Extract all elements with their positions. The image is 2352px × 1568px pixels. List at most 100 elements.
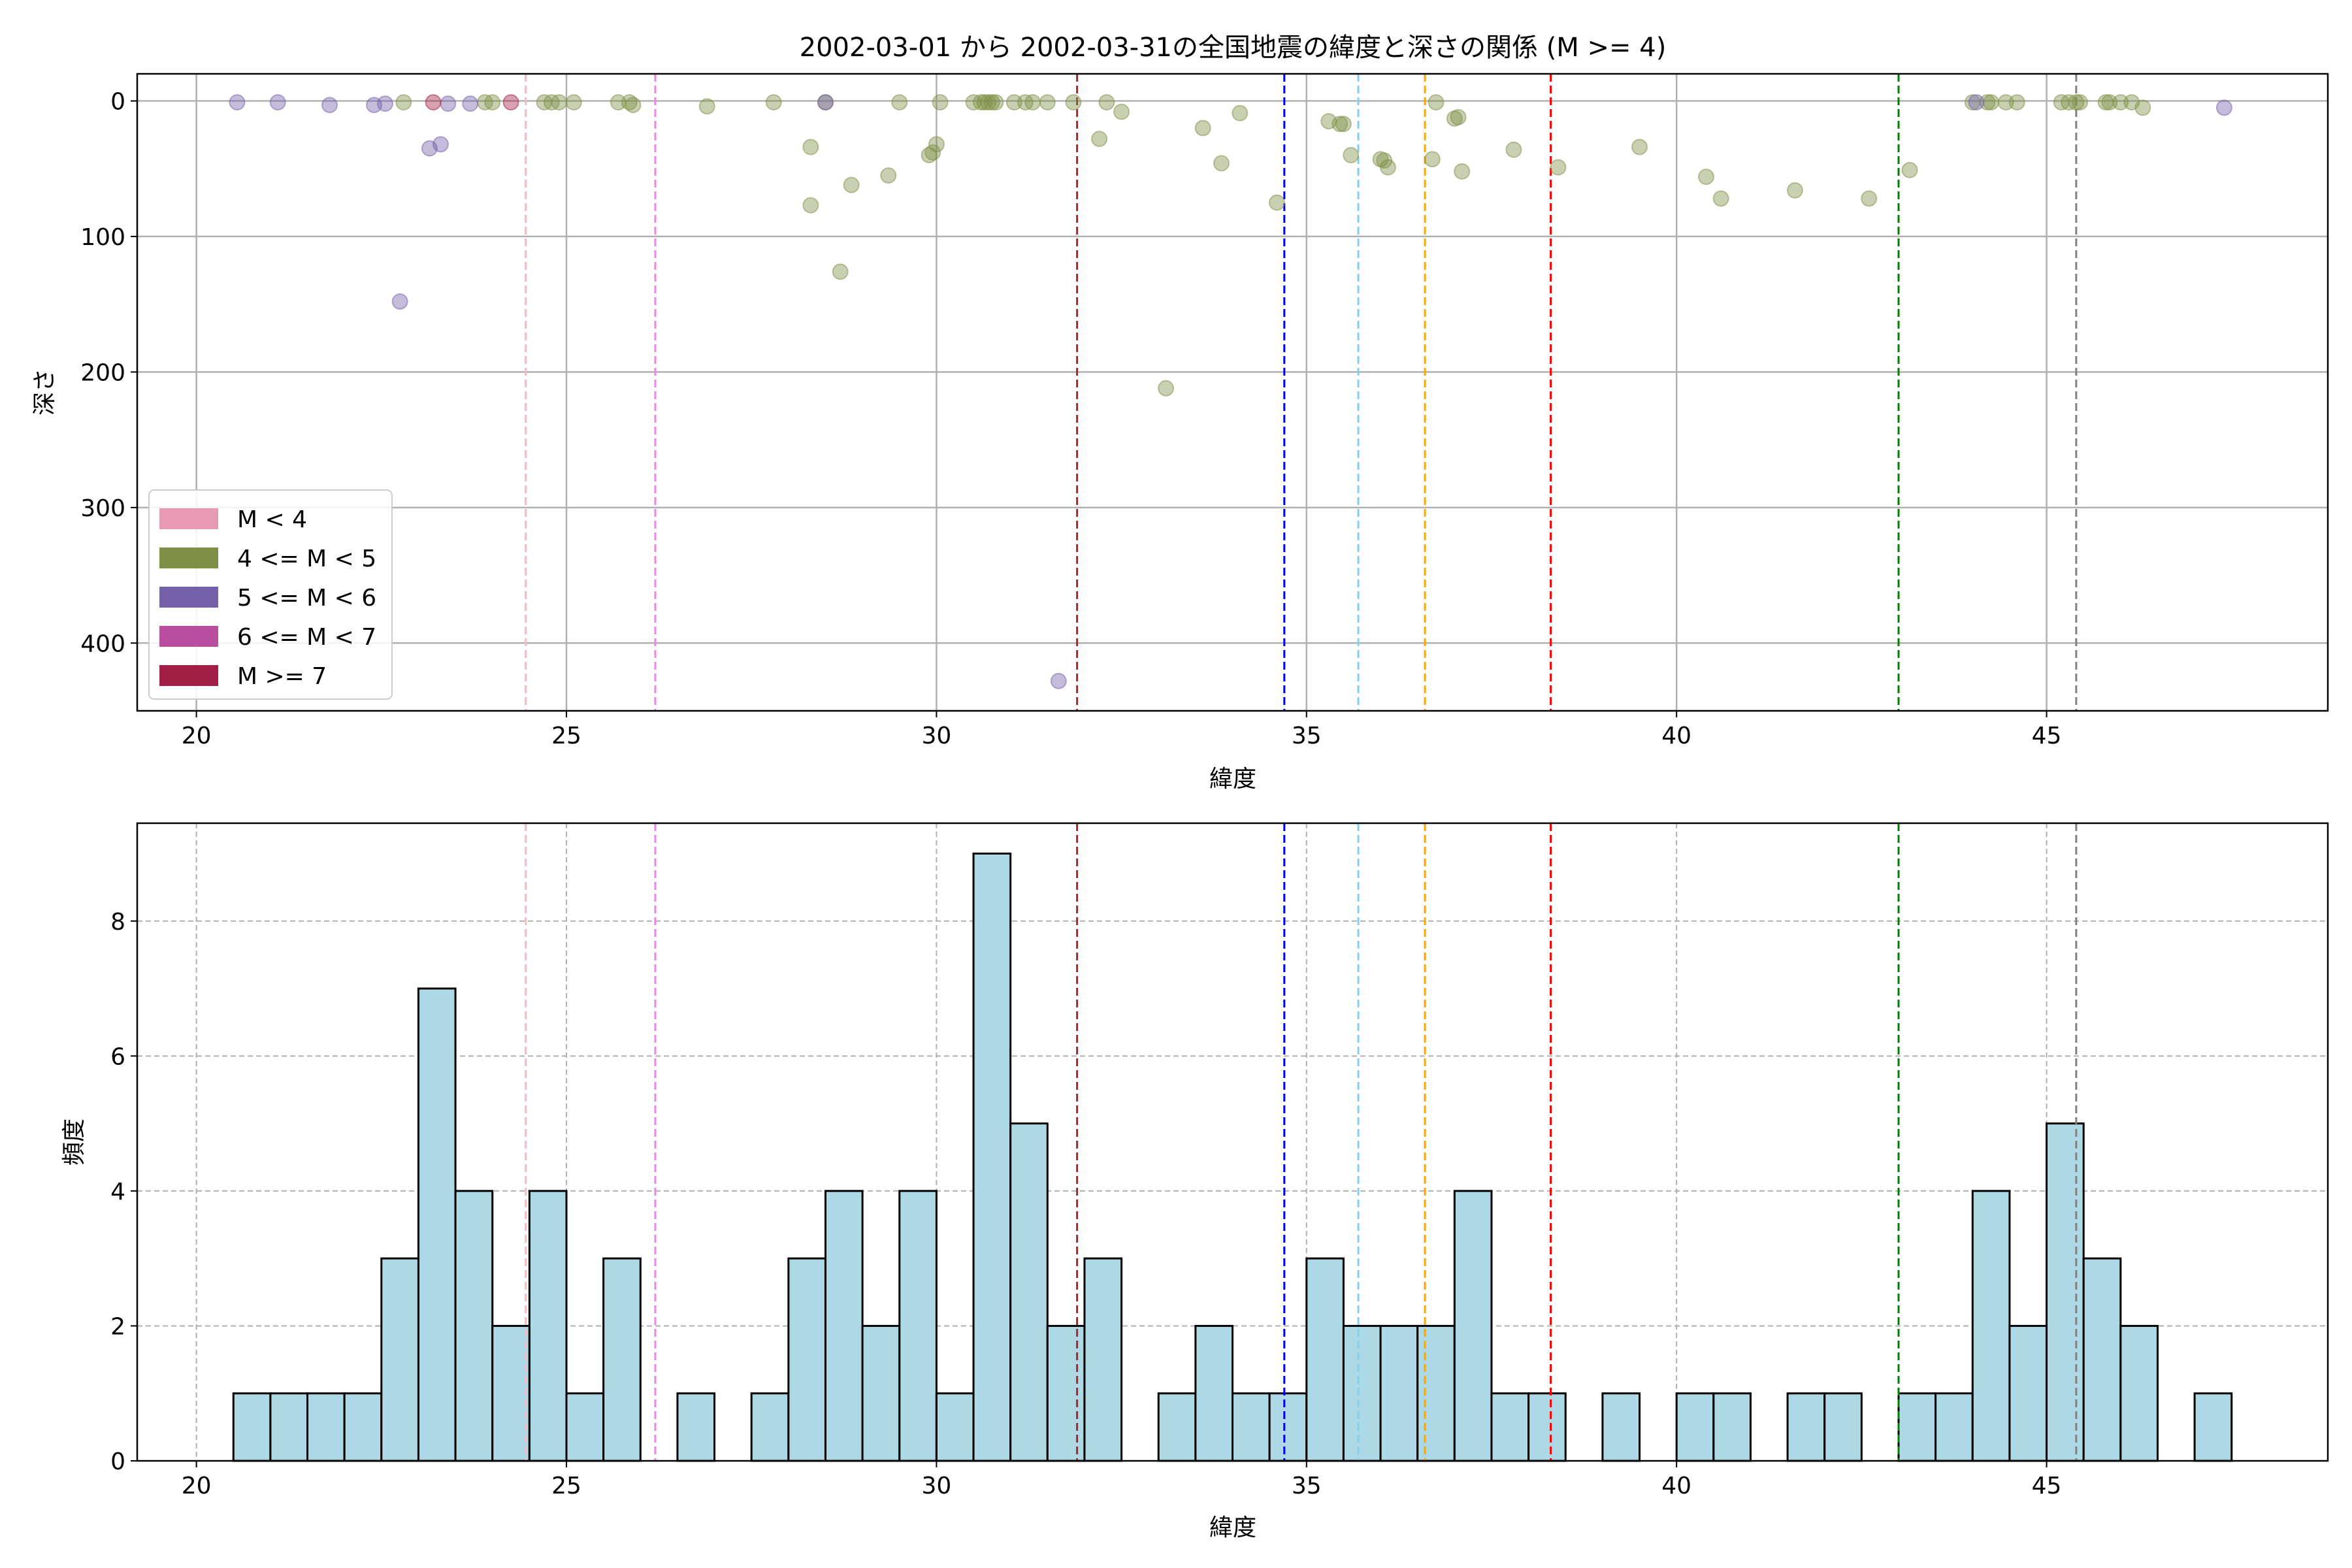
legend-label: 4 <= M < 5 — [237, 546, 376, 572]
scatter-point — [2101, 94, 2118, 111]
histogram-bar — [1935, 1392, 1974, 1462]
histogram-bar — [1897, 1392, 1937, 1462]
histogram-x-axis-label: 緯度 — [1209, 1514, 1256, 1541]
scatter-point — [1331, 116, 1348, 133]
scatter-point — [1697, 169, 1714, 186]
scatter-point — [698, 98, 715, 115]
histogram-bar — [824, 1190, 864, 1462]
histogram-y-tick-label: 0 — [110, 1448, 125, 1475]
histogram-x-ticks: 20 25 30 35 40 45 — [182, 1461, 2062, 1499]
histogram-bar — [935, 1392, 975, 1462]
chart-title: 2002-03-01 から 2002-03-31の全国地震の緯度と深さの関係 (… — [800, 33, 1667, 63]
scatter-y-tick-label: 300 — [80, 495, 125, 522]
scatter-point — [565, 94, 582, 111]
legend-label: 6 <= M < 7 — [237, 624, 376, 651]
histogram-x-tick-label: 45 — [2032, 1473, 2062, 1499]
scatter-point — [1450, 108, 1467, 125]
legend-swatch — [159, 587, 218, 608]
scatter-x-axis-label: 緯度 — [1209, 766, 1256, 792]
histogram-plot-frame — [136, 822, 2329, 1462]
scatter-point — [1505, 141, 1522, 158]
scatter-point — [891, 94, 908, 111]
scatter-plot-frame — [136, 73, 2329, 712]
scatter-point — [1213, 155, 1230, 172]
scatter-point — [924, 144, 941, 161]
histogram-bar — [2046, 1122, 2085, 1462]
histogram-bar — [1083, 1257, 1123, 1462]
histogram-bar — [306, 1392, 346, 1462]
scatter-point — [765, 94, 782, 111]
scatter-point — [832, 263, 849, 280]
legend-swatch — [159, 626, 218, 647]
scatter-y-tick-label: 200 — [80, 359, 125, 386]
scatter-point — [2068, 94, 2085, 111]
histogram-bar — [1971, 1190, 2011, 1462]
histogram-bar — [1194, 1324, 1233, 1462]
histogram-bar — [269, 1392, 309, 1462]
histogram-bar — [1342, 1324, 1382, 1462]
histogram-x-tick-label: 20 — [182, 1473, 212, 1499]
scatter-point — [484, 94, 501, 111]
histogram-bar — [1268, 1392, 1308, 1462]
scatter-x-tick-label: 45 — [2032, 723, 2062, 749]
histogram-bar — [1157, 1392, 1197, 1462]
histogram-bar — [1527, 1392, 1567, 1462]
scatter-point — [1050, 672, 1067, 689]
histogram-bar — [602, 1257, 642, 1462]
scatter-point — [1424, 151, 1441, 168]
histogram-bar — [1453, 1190, 1493, 1462]
histogram-x-tick-label: 30 — [921, 1473, 951, 1499]
scatter-point — [376, 95, 393, 112]
scatter-point — [983, 94, 1000, 111]
scatter-point — [2134, 99, 2151, 116]
histogram-reference-lines — [525, 823, 2078, 1461]
scatter-point — [269, 94, 286, 111]
scatter-points — [229, 94, 2232, 689]
histogram-bar — [2082, 1257, 2122, 1462]
histogram-bar — [1712, 1392, 1752, 1462]
histogram-bar — [1416, 1324, 1456, 1462]
histogram-bar — [1601, 1392, 1641, 1462]
histogram-x-tick-label: 25 — [551, 1473, 581, 1499]
scatter-y-tick-label: 100 — [80, 224, 125, 251]
scatter-point — [802, 139, 819, 155]
histogram-bar — [1490, 1392, 1530, 1462]
scatter-point — [1861, 190, 1878, 207]
scatter-point — [1232, 105, 1249, 122]
histogram-bar — [861, 1324, 901, 1462]
scatter-point — [1335, 116, 1352, 133]
scatter-point — [1005, 94, 1022, 111]
scatter-point — [1631, 139, 1648, 155]
scatter-point — [1379, 159, 1396, 176]
scatter-legend: M < 4 4 <= M < 5 5 <= M < 6 6 <= M < 7 M >= … — [148, 489, 393, 700]
histogram-bar — [343, 1392, 383, 1462]
scatter-x-tick-label: 40 — [1661, 723, 1691, 749]
scatter-point — [1194, 120, 1211, 137]
histogram-bar — [1046, 1324, 1086, 1462]
legend-swatch — [159, 665, 218, 686]
histogram-bar — [1675, 1392, 1715, 1462]
histogram-y-tick-label: 8 — [110, 909, 125, 936]
histogram-bar — [417, 987, 457, 1462]
scatter-point — [2008, 94, 2025, 111]
histogram-bar — [2008, 1324, 2048, 1462]
scatter-point — [1158, 380, 1175, 397]
histogram-bar — [232, 1392, 272, 1462]
depth-scatter-chart: 2002-03-01 から 2002-03-31の全国地震の緯度と深さの関係 (… — [31, 33, 2329, 792]
scatter-point — [1786, 182, 1803, 199]
scatter-point — [321, 97, 338, 114]
histogram-bar — [1232, 1392, 1271, 1462]
scatter-point — [229, 94, 246, 111]
scatter-x-tick-label: 35 — [1292, 723, 1322, 749]
histogram-x-tick-label: 35 — [1292, 1473, 1322, 1499]
scatter-point — [932, 94, 949, 111]
scatter-point — [391, 293, 408, 310]
scatter-x-tick-label: 20 — [182, 723, 212, 749]
legend-label: 5 <= M < 6 — [237, 585, 376, 612]
scatter-point — [1039, 94, 1056, 111]
scatter-point — [1091, 131, 1108, 148]
scatter-point — [432, 136, 449, 153]
scatter-x-tick-label: 25 — [551, 723, 581, 749]
histogram-bar — [491, 1324, 531, 1462]
scatter-point — [928, 136, 945, 153]
